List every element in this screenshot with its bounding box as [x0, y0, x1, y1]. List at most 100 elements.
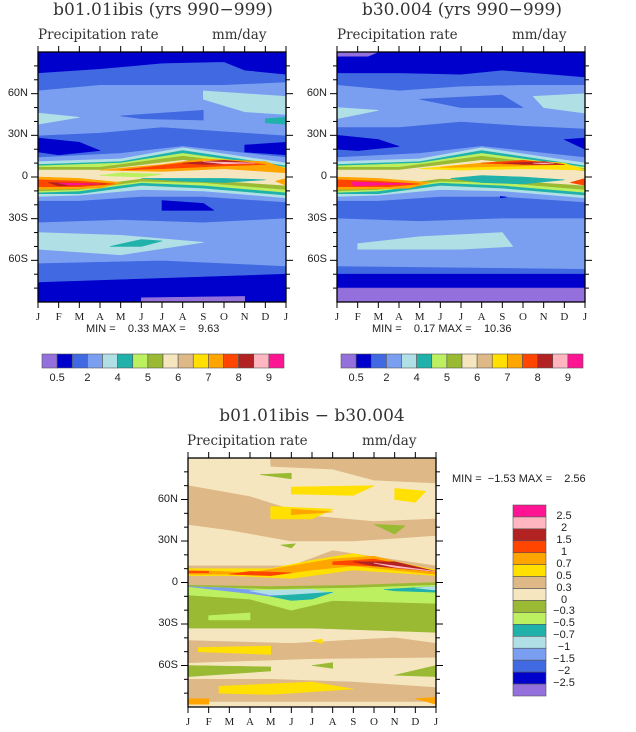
- contour-region: [351, 181, 412, 187]
- month-label: J: [458, 311, 464, 323]
- contour-region: [188, 698, 209, 705]
- contour-region: [270, 458, 436, 484]
- colorbar-label: 0.5: [49, 372, 65, 384]
- month-label: J: [139, 311, 144, 323]
- contour-region: [229, 571, 292, 576]
- lat-label: 60S: [307, 253, 327, 266]
- month-label: F: [354, 311, 361, 323]
- colorbar-box: [431, 353, 448, 369]
- colorbar-label: 9: [564, 372, 571, 384]
- contour-region: [414, 586, 436, 591]
- colorbar-label: 6: [175, 372, 182, 384]
- colorbar-label: 5: [144, 372, 151, 384]
- month-label: N: [539, 311, 548, 323]
- contour-region: [290, 485, 375, 496]
- contour-region: [141, 296, 245, 302]
- month-label: N: [390, 716, 399, 728]
- colorbar-box: [71, 353, 88, 369]
- contour-region: [38, 52, 286, 75]
- min-label: MIN =: [372, 323, 402, 335]
- panel2-contours: [330, 46, 592, 308]
- lat-label: 60S: [158, 658, 178, 671]
- lat-label: 60N: [7, 86, 28, 99]
- month-label: D: [411, 716, 420, 728]
- contour-region: [99, 172, 163, 178]
- contour-region: [532, 93, 585, 114]
- contour-region: [275, 178, 286, 186]
- colorbar-box: [512, 600, 547, 613]
- lat-label: 30N: [157, 534, 178, 546]
- colorbar-box: [370, 353, 387, 369]
- colorbar-box: [132, 353, 149, 369]
- month-label: J: [334, 311, 340, 323]
- min-value: 0.17: [413, 323, 436, 335]
- month-label: D: [261, 311, 270, 323]
- contour-region: [373, 524, 406, 535]
- min-label: MIN =: [452, 473, 482, 485]
- colorbar-box: [552, 353, 569, 369]
- colorbar-box: [512, 516, 547, 530]
- colorbar-box: [355, 353, 372, 369]
- colorbar-label: −1.5: [553, 653, 575, 666]
- colorbar-box: [512, 659, 547, 673]
- month-label: J: [185, 716, 191, 728]
- lat-label: 30S: [307, 211, 327, 224]
- month-label: D: [560, 311, 569, 323]
- colorbar-box: [386, 353, 402, 369]
- panel3-units: mm/day: [362, 433, 417, 449]
- colorbar-label: 2: [383, 372, 390, 384]
- contour-region: [244, 142, 286, 156]
- colorbar-box: [461, 353, 478, 369]
- colorbar-box: [512, 552, 547, 565]
- colorbar-box: [491, 353, 508, 369]
- contour-region: [259, 472, 292, 480]
- contour-region: [198, 645, 272, 655]
- contour-region: [110, 239, 163, 247]
- colorbar-label: 8: [235, 372, 242, 384]
- colorbar-box: [446, 353, 463, 369]
- month-label: S: [499, 311, 506, 323]
- contour-region: [337, 52, 379, 57]
- colorbar-box: [512, 671, 547, 685]
- colorbar-box: [507, 353, 523, 369]
- contour-region: [373, 562, 436, 572]
- lat-label: 0: [21, 170, 28, 182]
- contour-region: [264, 117, 286, 125]
- month-label: F: [55, 311, 62, 323]
- contour-region: [141, 178, 266, 183]
- contour-region: [208, 612, 251, 621]
- colorbar-label: 0.5: [348, 372, 364, 384]
- colorbar-label: −1: [557, 641, 571, 654]
- colorbar-label: 7: [504, 372, 511, 384]
- contour-region: [280, 543, 296, 549]
- panel3-variable: Precipitation rate: [187, 433, 308, 449]
- month-label: J: [35, 311, 41, 323]
- colorbar-box: [102, 353, 118, 369]
- colorbar-label: −0.3: [553, 605, 575, 618]
- colorbar-box: [177, 353, 194, 369]
- max-label: MAX =: [438, 323, 472, 335]
- colorbar-label: 8: [534, 372, 541, 384]
- colorbar-label: −0.5: [553, 617, 575, 630]
- panel1-contours: [31, 46, 293, 308]
- contour-region: [337, 273, 585, 289]
- colorbar-label: 1.5: [556, 533, 572, 546]
- contour-region: [38, 232, 204, 256]
- contour-region: [394, 488, 427, 503]
- contour-region: [311, 662, 334, 669]
- colorbar-label: −0.7: [553, 629, 575, 642]
- colorbar-box: [512, 636, 547, 649]
- month-label: A: [395, 311, 403, 323]
- month-label: M: [414, 311, 425, 323]
- contour-region: [58, 182, 101, 186]
- month-label: O: [220, 311, 228, 323]
- min-value: −1.53: [487, 473, 516, 485]
- max-label: MAX =: [518, 473, 553, 485]
- month-label: J: [289, 716, 294, 728]
- colorbar-box: [512, 528, 547, 542]
- panel1-title: b01.01ibis (yrs 990−999): [53, 0, 273, 20]
- panel2-title: b30.004 (yrs 990−999): [361, 0, 563, 20]
- contour-region: [38, 137, 101, 156]
- month-label: J: [159, 311, 165, 323]
